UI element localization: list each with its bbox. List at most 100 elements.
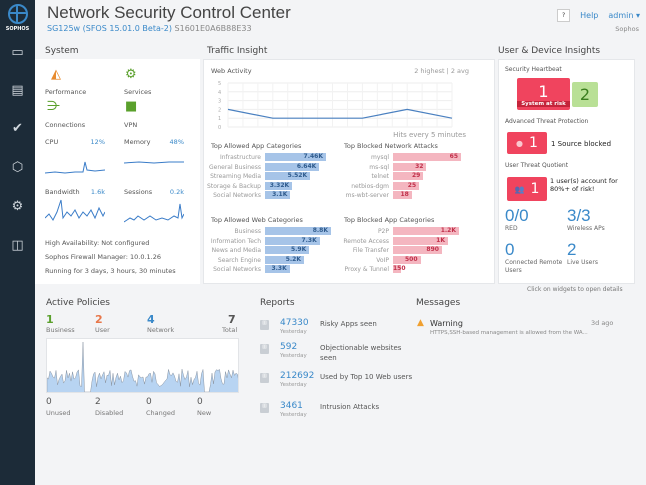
- heartbeat-risk[interactable]: 1 System at risk: [517, 78, 570, 110]
- device-info: SG125w (SFOS 15.01.0 Beta-2) S1601E0A6B8…: [47, 24, 252, 33]
- bar-label: Social Networks: [213, 266, 261, 273]
- web-cat-title: Top Allowed Web Categories: [211, 216, 303, 224]
- red-count[interactable]: 0/0: [505, 206, 529, 225]
- message-time: 3d ago: [591, 319, 614, 327]
- model-link[interactable]: SG125w (SFOS 15.01.0 Beta-2): [47, 24, 172, 33]
- remote-count[interactable]: 0: [505, 240, 515, 259]
- sophos-logo[interactable]: SOPHOS: [0, 4, 35, 32]
- policies-chart[interactable]: [46, 338, 239, 393]
- policy-label: User: [95, 326, 110, 334]
- sidebar-item-monitor[interactable]: ▭: [0, 42, 35, 62]
- utq-badge[interactable]: 👥 1: [507, 177, 547, 201]
- bar: 5.9K: [265, 246, 310, 254]
- policy-stat-count[interactable]: 0: [146, 397, 152, 407]
- report-count[interactable]: 212692: [280, 371, 315, 381]
- y-tick-label: 5: [218, 81, 221, 87]
- sessions-widget[interactable]: Sessions 0.2k: [124, 188, 184, 223]
- wireless-count[interactable]: 3/3: [567, 206, 591, 225]
- sidebar-item-box[interactable]: ◫: [0, 235, 35, 255]
- bar: 32: [393, 162, 427, 171]
- policy-stat-label: Unused: [46, 409, 71, 417]
- bar-label: Streaming Media: [210, 173, 261, 180]
- users-icon: 👥: [514, 184, 525, 194]
- bar-label: ms-wbt-server: [345, 192, 389, 199]
- y-tick-label: 2: [218, 107, 221, 113]
- serial: S1601E0A6B88E33: [174, 24, 252, 33]
- report-icon: ▥: [260, 320, 269, 330]
- web-activity-summary: 2 highest | 2 avg: [414, 67, 469, 75]
- policy-stat-label: Changed: [146, 409, 176, 417]
- policy-stat-count[interactable]: 2: [95, 397, 101, 407]
- bar-label: VoIP: [376, 256, 389, 264]
- sidebar-item-configure[interactable]: ⬡: [0, 157, 35, 177]
- bar: 3.1K: [265, 191, 291, 199]
- gear-check-icon[interactable]: ⚙: [125, 67, 137, 82]
- sidebar-item-protect[interactable]: ✔: [0, 118, 35, 138]
- atp-badge[interactable]: ● 1: [507, 132, 547, 154]
- bar: 5.52K: [265, 172, 311, 180]
- vpn-icon[interactable]: ■: [125, 99, 138, 114]
- app-cat-title: Top Allowed App Categories: [211, 142, 302, 150]
- message-title[interactable]: Warning: [430, 319, 463, 328]
- sidebar-item-system[interactable]: ⚙: [0, 196, 35, 216]
- sessions-sparkline: [124, 203, 184, 223]
- bar: 7.3K: [265, 236, 320, 245]
- bar-label: Business: [234, 228, 261, 235]
- policy-stat-count[interactable]: 0: [197, 397, 203, 407]
- sfm-status: Sophos Firewall Manager: 10.0.1.26: [45, 253, 162, 261]
- policy-count[interactable]: 2: [95, 313, 103, 326]
- policy-stat-label: Disabled: [95, 409, 124, 417]
- report-icon: ▥: [260, 344, 269, 354]
- bar-label: Information Tech: [210, 237, 261, 245]
- policy-stat-count[interactable]: 0: [46, 397, 52, 407]
- vpn-label: VPN: [124, 121, 138, 129]
- bar-label: News and Media: [211, 247, 261, 254]
- gauge-icon[interactable]: ◭: [51, 67, 61, 82]
- web-activity-footer: Hits every 5 minutes: [393, 131, 466, 139]
- atp-title: Advanced Threat Protection: [505, 118, 589, 125]
- connections-icon[interactable]: ⋺: [47, 99, 60, 114]
- atp-text: 1 Source blocked: [551, 140, 612, 148]
- user-menu[interactable]: admin ▾: [608, 11, 640, 20]
- policy-count[interactable]: 7: [228, 313, 236, 326]
- policy-count[interactable]: 4: [147, 313, 155, 326]
- report-count[interactable]: 3461: [280, 401, 303, 411]
- bar: 29: [393, 172, 424, 180]
- messages-title: Messages: [416, 298, 461, 308]
- live-count[interactable]: 2: [567, 240, 577, 259]
- traffic-title: Traffic Insight: [207, 46, 268, 56]
- bandwidth-widget[interactable]: Bandwidth 1.6k: [45, 188, 105, 221]
- bar: 25: [393, 181, 420, 190]
- sidebar-item-reports[interactable]: ▤: [0, 80, 35, 100]
- bar: 7.46K: [265, 153, 326, 161]
- report-period: Yesterday: [280, 353, 307, 359]
- policy-count[interactable]: 1: [46, 313, 54, 326]
- report-period: Yesterday: [280, 382, 307, 388]
- report-count[interactable]: 47330: [280, 318, 309, 328]
- bar-label: mysql: [371, 154, 389, 161]
- blocked-app-title: Top Blocked App Categories: [344, 216, 435, 224]
- report-icon: ▥: [260, 403, 269, 413]
- shortcuts-button[interactable]: ?: [557, 9, 571, 22]
- bandwidth-sparkline: [45, 199, 105, 221]
- wireless-label: Wireless APs: [567, 225, 605, 232]
- policies-area: [47, 341, 238, 392]
- monitor-icon: ▭: [11, 44, 24, 60]
- globe-icon: [7, 4, 28, 24]
- bar-label: Remote Access: [343, 237, 389, 245]
- web-activity-chart[interactable]: 0 1 2 3 4 5: [214, 81, 454, 131]
- cpu-widget[interactable]: CPU 12%: [45, 138, 105, 174]
- bar: 1K: [393, 236, 448, 245]
- shield-check-icon: ✔: [12, 120, 23, 136]
- memory-widget[interactable]: Memory 48%: [124, 138, 184, 164]
- red-label: RED: [505, 225, 518, 232]
- utq-text: 1 user(s) account for 80%+ of risk!: [550, 177, 618, 193]
- bar: 890: [393, 246, 442, 254]
- help-link[interactable]: Help: [580, 11, 599, 20]
- bar-label: Proxy & Tunnel: [344, 266, 389, 273]
- report-count[interactable]: 592: [280, 342, 298, 352]
- bar: 6.64K: [265, 162, 320, 171]
- info-icon: ●: [516, 138, 524, 148]
- heartbeat-ok[interactable]: 2: [572, 82, 598, 107]
- report-description: Used by Top 10 Web users: [320, 373, 413, 381]
